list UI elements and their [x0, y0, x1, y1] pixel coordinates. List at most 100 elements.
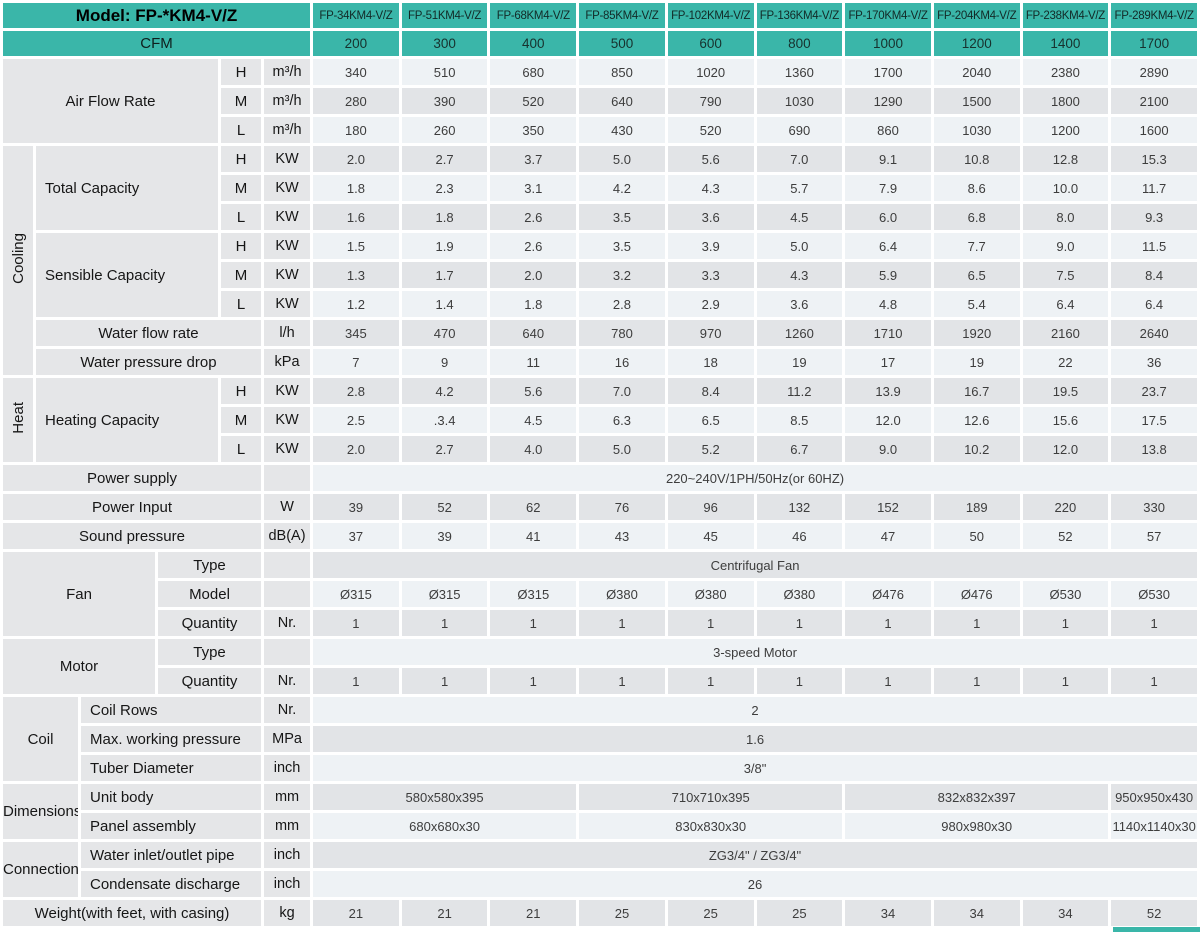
- power-input-label: Power Input: [3, 494, 261, 520]
- table-cell: 7.7: [933, 233, 1020, 259]
- table-cell: 970: [667, 320, 754, 346]
- row-airflow-l: L m³/h 180 260 350 430 520 690 860 1030 1200 1600: [3, 117, 1197, 143]
- unit-label: m³/h: [264, 117, 311, 143]
- table-cell: 12.0: [845, 407, 931, 433]
- table-cell: 34: [933, 900, 1020, 926]
- model-title: Model: FP-*KM4-V/Z: [3, 3, 311, 28]
- table-cell: 2.6: [490, 204, 577, 230]
- table-cell: 1700: [1111, 31, 1197, 56]
- table-cell: 16: [579, 349, 665, 375]
- fan-quantity-label: Quantity: [158, 610, 261, 636]
- teal-continuation-strip: [1113, 927, 1200, 932]
- motor-type-label: Type: [158, 639, 261, 665]
- table-cell: 6.3: [579, 407, 665, 433]
- row-weight: Weight(with feet, with casing) kg 21 21 21…: [3, 900, 1197, 926]
- table-cell: 13.8: [1111, 436, 1197, 462]
- table-cell: 1: [845, 668, 931, 694]
- table-cell: 3.1: [490, 175, 577, 201]
- table-cell: 1.5: [313, 233, 399, 259]
- unit-label: MPa: [264, 726, 311, 752]
- max-working-pressure-value: 1.6: [313, 726, 1197, 752]
- table-cell: 19.5: [1022, 378, 1109, 404]
- table-cell: 220: [1022, 494, 1109, 520]
- table-cell: 520: [667, 117, 754, 143]
- table-cell: 6.8: [933, 204, 1020, 230]
- table-cell: 15.3: [1111, 146, 1197, 172]
- table-cell: 340: [313, 59, 399, 85]
- table-cell: 1600: [1111, 117, 1197, 143]
- table-cell: 520: [490, 88, 577, 114]
- table-cell: FP-170KM4-V/Z: [845, 3, 931, 28]
- tuber-diameter-label: Tuber Diameter: [81, 755, 261, 781]
- table-cell: 5.7: [756, 175, 843, 201]
- table-cell: 4.3: [756, 262, 843, 288]
- table-cell: 11.5: [1111, 233, 1197, 259]
- table-cell: 15.6: [1022, 407, 1109, 433]
- condensate-discharge-value: 26: [313, 871, 1197, 897]
- table-cell: 12.0: [1022, 436, 1109, 462]
- table-cell: 21: [313, 900, 399, 926]
- speed-label: L: [221, 117, 261, 143]
- table-cell: 1: [401, 668, 488, 694]
- table-cell: Ø315: [313, 581, 399, 607]
- table-cell: FP-102KM4-V/Z: [667, 3, 754, 28]
- table-cell: 5.0: [756, 233, 843, 259]
- unit-label: KW: [264, 146, 311, 172]
- table-cell: 23.7: [1111, 378, 1197, 404]
- table-cell: 2890: [1111, 59, 1197, 85]
- row-totalcap-h: Cooling Total Capacity H KW 2.0 2.7 3.7 5.0…: [3, 146, 1197, 375]
- motor-quantity-label: Quantity: [158, 668, 261, 694]
- table-cell: 62: [490, 494, 577, 520]
- table-cell: 1: [1022, 668, 1109, 694]
- table-cell: 11.7: [1111, 175, 1197, 201]
- table-cell: 260: [401, 117, 488, 143]
- table-cell: 1.4: [401, 291, 488, 317]
- table-cell: 345: [313, 320, 399, 346]
- unit-label: m³/h: [264, 59, 311, 85]
- row-sensible-h: Sensible Capacity H KW 1.5 1.9 2.6 3.5 3.9 5.…: [3, 233, 1197, 317]
- table-cell: 7.5: [1022, 262, 1109, 288]
- table-cell: FP-34KM4-V/Z: [313, 3, 399, 28]
- row-sound-pressure: Sound pressure dB(A) 37 39 41 43 45 46 47 50 52 5…: [3, 523, 1197, 549]
- table-cell: 1260: [756, 320, 843, 346]
- table-cell: 1: [490, 668, 577, 694]
- table-cell: 8.6: [933, 175, 1020, 201]
- table-cell: 832x832x397: [845, 784, 1109, 810]
- row-motor-type: Motor Type 3-speed Motor: [3, 639, 1197, 694]
- table-cell: 1710: [845, 320, 931, 346]
- table-cell: 280: [313, 88, 399, 114]
- table-cell: 9.0: [1022, 233, 1109, 259]
- speed-label: M: [221, 262, 261, 288]
- table-cell: 57: [1111, 523, 1197, 549]
- table-cell: 980x980x30: [845, 813, 1109, 839]
- table-cell: 4.5: [490, 407, 577, 433]
- table-cell: 3.5: [579, 204, 665, 230]
- unit-label: kg: [264, 900, 311, 926]
- table-cell: 1.3: [313, 262, 399, 288]
- table-cell: 1360: [756, 59, 843, 85]
- table-cell: 2.7: [401, 146, 488, 172]
- table-cell: 2100: [1111, 88, 1197, 114]
- table-cell: 680: [490, 59, 577, 85]
- table-cell: 39: [313, 494, 399, 520]
- speed-label: M: [221, 175, 261, 201]
- group-cooling: Cooling: [3, 146, 33, 375]
- power-supply-label: Power supply: [3, 465, 261, 491]
- row-water-inlet-outlet: Connection Water inlet/outlet pipe inch …: [3, 842, 1197, 897]
- group-total-capacity: Total Capacity: [36, 146, 218, 230]
- unit-body-label: Unit body: [81, 784, 261, 810]
- table-cell: 152: [845, 494, 931, 520]
- table-cell: 2380: [1022, 59, 1109, 85]
- unit-label: inch: [264, 871, 311, 897]
- unit-label: KW: [264, 436, 311, 462]
- table-cell: 1140x1140x30: [1111, 813, 1197, 839]
- table-cell: 1400: [1022, 31, 1109, 56]
- table-cell: 39: [401, 523, 488, 549]
- table-cell: 2.0: [313, 146, 399, 172]
- table-cell: 25: [579, 900, 665, 926]
- table-cell: 36: [1111, 349, 1197, 375]
- unit-label: [264, 581, 311, 607]
- coil-rows-value: 2: [313, 697, 1197, 723]
- unit-label: dB(A): [264, 523, 311, 549]
- row-power-input: Power Input W 39 52 62 76 96 132 152 189 220 330: [3, 494, 1197, 520]
